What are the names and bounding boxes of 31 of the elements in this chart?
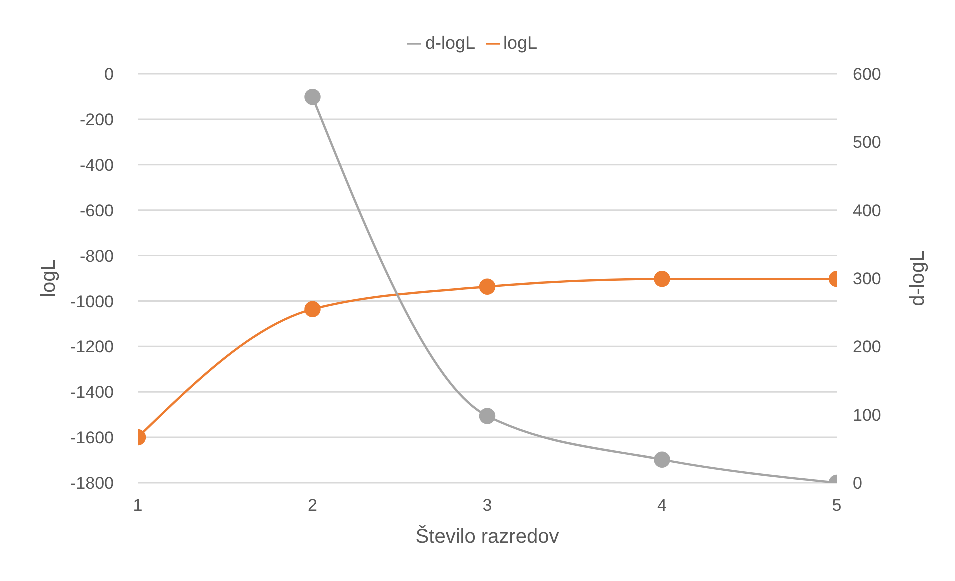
y-tick-label: -1200 [70, 338, 114, 357]
y2-tick-label: 100 [853, 406, 882, 425]
y2-tick-label: 300 [853, 270, 882, 289]
y-tick-label: -800 [80, 246, 114, 266]
legend-label: d-logL [425, 33, 476, 53]
x-tick-label: 5 [832, 496, 842, 516]
y2-tick-label: 0 [853, 474, 862, 494]
x-tick-label: 4 [658, 496, 667, 516]
y2-tick-label: 500 [853, 133, 882, 152]
y-tick-label: -1600 [70, 428, 114, 448]
y2-tick-label: 400 [853, 201, 882, 220]
point [304, 89, 321, 106]
y-tick-label: -200 [80, 110, 114, 130]
y-tick-label: -1800 [70, 474, 114, 494]
legend-label: logL [504, 33, 538, 53]
x-tick-label: 3 [482, 496, 492, 516]
y-tick-label: -400 [80, 156, 114, 175]
x-axis-title: Število razredov [416, 525, 560, 548]
point [654, 452, 670, 468]
y-tick-label: 0 [104, 65, 114, 84]
point [479, 408, 496, 424]
point [479, 278, 496, 296]
y-tick-label: -1000 [70, 292, 114, 312]
y2-axis-title: d-logL [907, 250, 930, 306]
y-axis-title: logL [38, 260, 60, 298]
y2-tick-label: 200 [853, 338, 882, 357]
y-tick-label: -1400 [70, 383, 114, 402]
y-tick-label: -600 [80, 201, 114, 220]
x-tick-label: 1 [133, 496, 143, 516]
x-tick-label: 2 [308, 496, 318, 516]
y2-tick-label: 600 [853, 65, 882, 84]
